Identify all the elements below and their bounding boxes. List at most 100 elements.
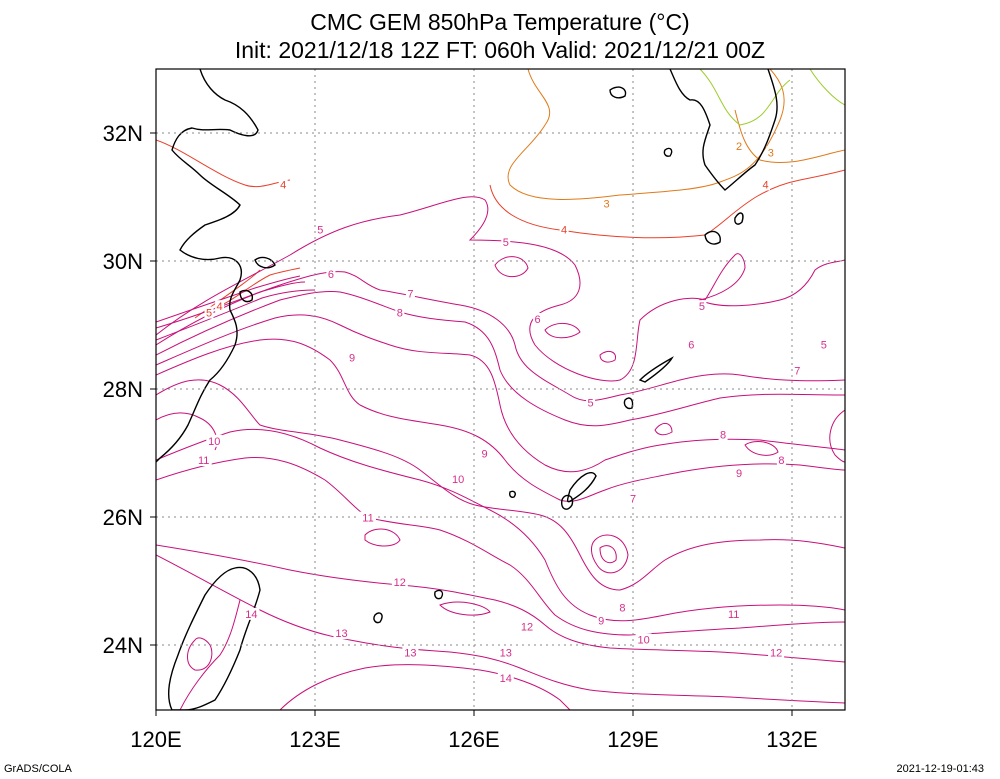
map-grid: [156, 69, 845, 710]
contour-line: [489, 169, 845, 239]
x-tick-label: 120E: [130, 727, 181, 752]
contour-line: [156, 554, 845, 704]
map-subtitle: Init: 2021/12/18 12Z FT: 060h Valid: 202…: [234, 37, 766, 63]
contour-line: [187, 637, 213, 671]
contour-label-bg: [405, 287, 415, 300]
contour-label: 4: [561, 224, 567, 236]
y-tick-label: 30N: [103, 249, 143, 274]
contour-label: 6: [688, 340, 694, 352]
contour-line: [156, 289, 316, 341]
contour-line: [809, 69, 845, 106]
contour-line: [156, 544, 845, 663]
island-outline: [609, 86, 627, 99]
contour-label: 12: [770, 647, 782, 659]
island-outline: [373, 612, 383, 624]
contour-label-bg: [768, 646, 785, 659]
contour-label: 5: [317, 224, 323, 236]
contour-label-bg: [278, 178, 288, 191]
contour-label: 14: [245, 609, 257, 621]
kyushu-coastline: [669, 69, 778, 191]
contour-label-bg: [697, 300, 707, 313]
contour-label-bg: [391, 575, 408, 588]
contour-label: 5: [206, 308, 212, 320]
island-outline: [566, 472, 597, 503]
contour-line: [156, 291, 845, 427]
island-outline: [509, 490, 516, 498]
contour-label-bg: [402, 646, 419, 659]
contour-label: 8: [720, 429, 726, 441]
contour-label: 10: [452, 474, 464, 486]
coastlines: [156, 69, 778, 710]
contour-label-bg: [766, 146, 776, 159]
contour-label-bg: [686, 338, 696, 351]
contour-label: 3: [603, 199, 609, 211]
contour-label-bg: [480, 447, 490, 460]
software-credit: GrADS/COLA: [4, 763, 72, 775]
x-tick-label: 126E: [448, 727, 499, 752]
contour-label: 5: [699, 301, 705, 313]
contour-label-bg: [602, 197, 611, 210]
contour-label-bg: [628, 492, 638, 505]
contour-label-bg: [206, 434, 223, 447]
contour-label: 14: [500, 673, 512, 685]
contour-label: 10: [637, 634, 649, 646]
contour-label-bg: [533, 312, 543, 325]
island-outline: [239, 289, 254, 303]
contour-line: [744, 441, 779, 456]
contour-label-bg: [519, 620, 535, 633]
contour-label: 12: [521, 622, 533, 634]
contour-label: 4: [762, 179, 768, 191]
contour-label: 8: [397, 308, 403, 320]
contour-label: 9: [736, 468, 742, 480]
contour-label-bg: [617, 601, 627, 614]
contour-label: 4: [217, 301, 223, 313]
contour-label: 7: [630, 493, 636, 505]
contour-label: 3: [768, 147, 774, 159]
contour-line: [654, 423, 673, 436]
contour-label-bg: [761, 178, 770, 191]
contour-label: 12: [394, 577, 406, 589]
contour-line: [156, 456, 845, 636]
contour-label: 6: [328, 269, 334, 281]
contour-line: [156, 271, 845, 402]
island-outline: [663, 147, 673, 157]
contour-label: 9: [349, 352, 355, 364]
contour-label-bg: [586, 396, 596, 409]
contour-label-bg: [360, 511, 376, 524]
island-outline: [254, 256, 276, 269]
contour-label-bg: [347, 351, 357, 364]
x-tick-labels: 120E 123E 126E 129E 132E: [130, 727, 817, 752]
contour-line: [156, 196, 845, 382]
contour-label: 8: [778, 455, 784, 467]
contour-line: [829, 409, 845, 463]
contour-label: 9: [598, 615, 604, 627]
contour-label-bg: [215, 300, 225, 313]
contour-label: 8: [619, 602, 625, 614]
contour-label-bg: [792, 364, 802, 377]
x-tick-label: 132E: [766, 727, 817, 752]
contour-label-bg: [819, 338, 829, 351]
contour-label: 11: [728, 609, 739, 621]
contour-label-bg: [559, 223, 569, 236]
contour-labels: 4567891011545432346556758899107111214131…: [195, 139, 829, 685]
contour-label-bg: [195, 454, 212, 467]
contour-label-bg: [725, 607, 742, 620]
contour-label-bg: [333, 627, 350, 640]
contour-line: [156, 314, 845, 473]
contour-label-bg: [734, 139, 744, 152]
contour-label: 13: [404, 647, 416, 659]
island-outline: [638, 356, 674, 383]
contour-line: [179, 599, 241, 710]
island-outline: [434, 589, 444, 600]
generation-timestamp: 2021-12-19-01:43: [896, 763, 984, 775]
contour-line: [156, 275, 301, 323]
contour-line: [599, 545, 617, 564]
contour-line: [156, 379, 845, 591]
contour-line: [599, 350, 617, 363]
contour-label-bg: [315, 223, 325, 236]
contour-label: 7: [794, 365, 800, 377]
island-outline: [704, 230, 721, 245]
contour-label: 5: [588, 397, 594, 409]
contour-label: 7: [407, 288, 413, 300]
